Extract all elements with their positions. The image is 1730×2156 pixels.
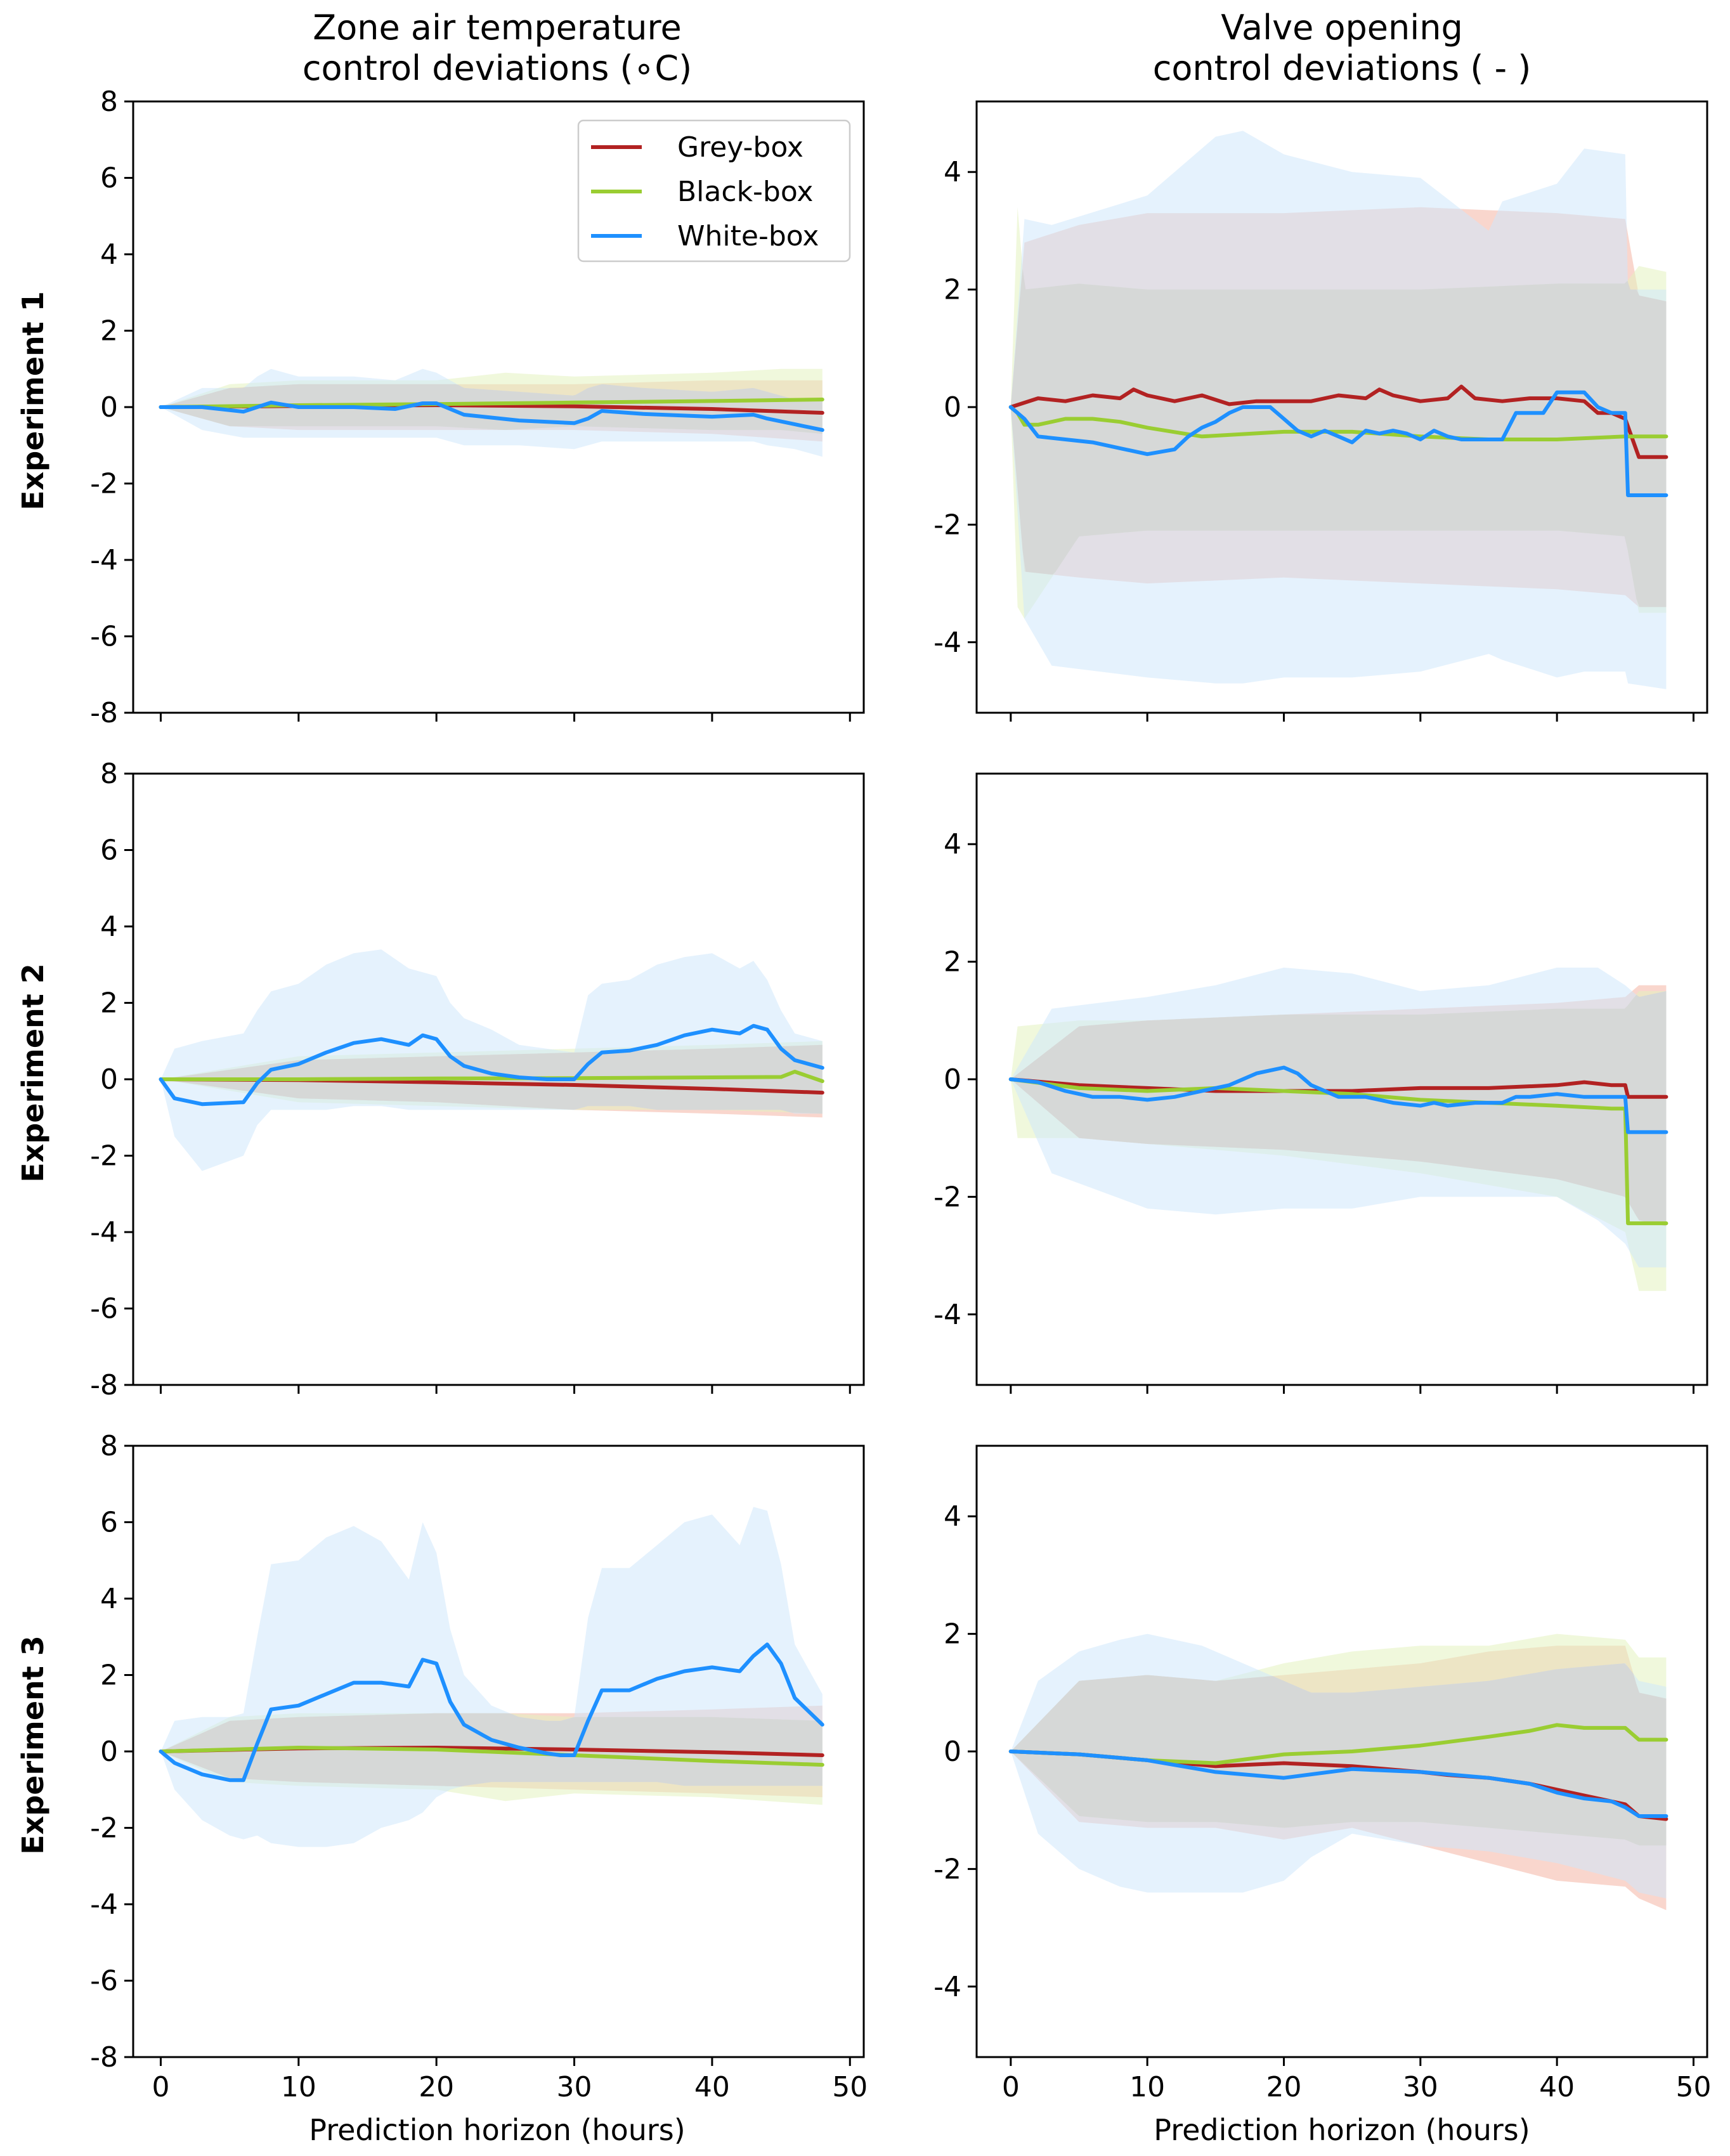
panel-r1c1-ytick-label-0: 0 (100, 391, 118, 424)
panel-r3c2-xtick-label-40: 40 (1539, 2071, 1575, 2103)
panel-r1c1-ytick-label-4: 4 (100, 238, 118, 271)
panel-r3c1-ytick-label--6: -6 (90, 1965, 118, 1997)
panel-r3c1: 0 10 20 30 40 50 -8 -6 -4 -2 0 2 4 6 8 (90, 1430, 868, 2103)
panel-r3c1-plot-area (159, 1507, 824, 1847)
panels: -8-6-4-202468Grey-boxBlack-boxWhite-box-… (90, 86, 1711, 2103)
panel-r3c1-ytick-label--4: -4 (90, 1888, 118, 1921)
panel-r1c1-ytick-label--6: -6 (90, 621, 118, 653)
panel-r1c2-ytick-label--4: -4 (933, 627, 961, 659)
panel-r2c1-ytick-label-0: 0 (100, 1063, 118, 1096)
panel-r3c2-line-white-box (1008, 1750, 1668, 1818)
panel-r1c1-line-black-box (159, 398, 824, 409)
panel-r1c2-ytick-label--2: -2 (933, 509, 961, 541)
panel-r3c2-band-overlap (1010, 1663, 1667, 1846)
panel-r3c2-ytick-label-2: 2 (944, 1618, 961, 1651)
panel-r1c2-line-white-box (1008, 390, 1668, 497)
panel-r1c1-ytick-label--8: -8 (90, 697, 118, 729)
x-axis-label-left: Prediction horizon (hours) (309, 2113, 685, 2147)
panel-r3c1-xtick-label-50: 50 (832, 2071, 868, 2103)
panel-r1c2-ytick-label-4: 4 (944, 156, 961, 188)
column-title-1: Zone air temperature control deviations … (302, 8, 692, 88)
panel-r3c2-ytick-label--4: -4 (933, 1971, 961, 2003)
panel-r3c2-xtick-label-30: 30 (1403, 2071, 1438, 2103)
panel-r3c2-xtick-label-50: 50 (1675, 2071, 1711, 2103)
panel-r3c2-plot-area (1008, 1633, 1668, 1911)
panel-r1c1-ytick-label-2: 2 (100, 315, 118, 347)
panel-r1c1-plot-area (159, 368, 824, 457)
panel-r3c1-xtick-label-20: 20 (419, 2071, 454, 2103)
panel-r3c2-ytick-label-4: 4 (944, 1500, 961, 1533)
panel-r2c2-ytick-label--4: -4 (933, 1299, 961, 1331)
panel-r2c1-ytick-label--4: -4 (90, 1216, 118, 1249)
panel-r1c1: -8 -6 -4 -2 0 2 4 6 8 Grey-box Black-box White-box (90, 86, 865, 729)
panel-r3c1-ytick-label-6: 6 (100, 1507, 118, 1539)
panel-r1c2-plot-area (1008, 131, 1668, 689)
panel-r3c1-ytick-label-8: 8 (100, 1430, 118, 1462)
panel-r2c2-ytick-label-0: 0 (944, 1063, 961, 1096)
panel-r2c1-ytick-label--2: -2 (90, 1140, 118, 1172)
panel-r3c1-ytick-label-0: 0 (100, 1736, 118, 1768)
panel-r3c1-line-white-box (159, 1642, 824, 1783)
panel-r3c1-xtick-label-10: 10 (281, 2071, 316, 2103)
x-axis-label-right: Prediction horizon (hours) (1154, 2113, 1530, 2147)
row-label-3: Experiment 3 (16, 1635, 50, 1855)
panel-r3c2-ytick-label-0: 0 (944, 1736, 961, 1768)
panel-r3c2: 0 10 20 30 40 50 -4 -2 0 2 4 (933, 1445, 1711, 2103)
panel-r2c2-ytick-label-2: 2 (944, 946, 961, 978)
panel-r2c1-ytick-label--6: -6 (90, 1293, 118, 1325)
panel-r1c2-ytick-label-0: 0 (944, 391, 961, 424)
panel-r1c2-ytick-label-2: 2 (944, 274, 961, 306)
panel-r2c1-line-white-box (159, 1023, 824, 1107)
panel-r2c2-band-overlap (1010, 991, 1667, 1226)
panel-r2c1: -8 -6 -4 -2 0 2 4 6 8 (90, 758, 865, 1401)
panel-r3c2-ytick-label--2: -2 (933, 1853, 961, 1885)
panel-r2c1-ytick-label--8: -8 (90, 1369, 118, 1401)
panel-r2c1-plot-area (159, 949, 824, 1171)
legend-label-black-box: Black-box (677, 176, 813, 208)
panel-r1c1-ytick-label-6: 6 (100, 162, 118, 195)
panel-r3c1-ytick-label--8: -8 (90, 2041, 118, 2074)
row-label-2: Experiment 2 (16, 963, 50, 1183)
column-title-1-line-1: Zone air temperature (313, 8, 682, 48)
panel-r1c1-ytick-label--4: -4 (90, 544, 118, 576)
panel-r1c1-band-overlap (160, 384, 823, 434)
column-title-2-line-2: control deviations ( - ) (1153, 48, 1532, 88)
panel-r1c1-line-white-box (159, 400, 824, 432)
panel-r2c2-plot-area (1008, 967, 1668, 1291)
panel-r3c2-xtick-label-0: 0 (1002, 2071, 1020, 2103)
panel-r2c2-ytick-label--2: -2 (933, 1181, 961, 1213)
column-title-2: Valve opening control deviations ( - ) (1153, 8, 1532, 88)
panel-r1c1-ytick-label-8: 8 (100, 86, 118, 118)
legend-label-grey-box: Grey-box (677, 131, 803, 164)
column-title-2-line-1: Valve opening (1221, 8, 1462, 48)
panel-r3c2-xtick-label-10: 10 (1129, 2071, 1165, 2103)
panel-r3c1-ytick-label-4: 4 (100, 1583, 118, 1615)
panel-r2c2: -4 -2 0 2 4 (933, 772, 1708, 1394)
panel-r3c1-xtick-label-0: 0 (152, 2071, 169, 2103)
panel-r2c1-ytick-label-6: 6 (100, 834, 118, 867)
panel-r3c2-line-black-box (1008, 1723, 1668, 1765)
panel-r3c2-xtick-label-20: 20 (1266, 2071, 1301, 2103)
panel-r2c2-line-grey-box (1008, 1077, 1668, 1099)
panel-r2c2-ytick-label-4: 4 (944, 828, 961, 860)
panel-r3c1-xtick-label-30: 30 (557, 2071, 592, 2103)
panel-r3c1-ytick-label-2: 2 (100, 1659, 118, 1692)
panel-r2c1-ytick-label-2: 2 (100, 987, 118, 1020)
legend: Grey-box Black-box White-box (577, 119, 851, 263)
panel-r1c2: -4 -2 0 2 4 (933, 100, 1708, 722)
panel-r2c2-line-white-box (1008, 1065, 1668, 1134)
column-title-1-line-2: control deviations (∘C) (302, 48, 692, 88)
panel-r1c2-line-grey-box (1008, 384, 1668, 459)
panel-r3c1-ytick-label--2: -2 (90, 1812, 118, 1845)
panel-r3c1-xtick-label-40: 40 (694, 2071, 730, 2103)
panel-r1c1-ytick-label--2: -2 (90, 468, 118, 500)
row-label-1: Experiment 1 (16, 291, 50, 510)
panel-r2c1-ytick-label-4: 4 (100, 911, 118, 943)
panel-r3c1-line-black-box (159, 1746, 824, 1767)
panel-r2c1-ytick-label-8: 8 (100, 758, 118, 790)
legend-label-white-box: White-box (677, 220, 819, 252)
legend-box (577, 119, 851, 263)
panel-r2c1-line-black-box (159, 1070, 824, 1083)
